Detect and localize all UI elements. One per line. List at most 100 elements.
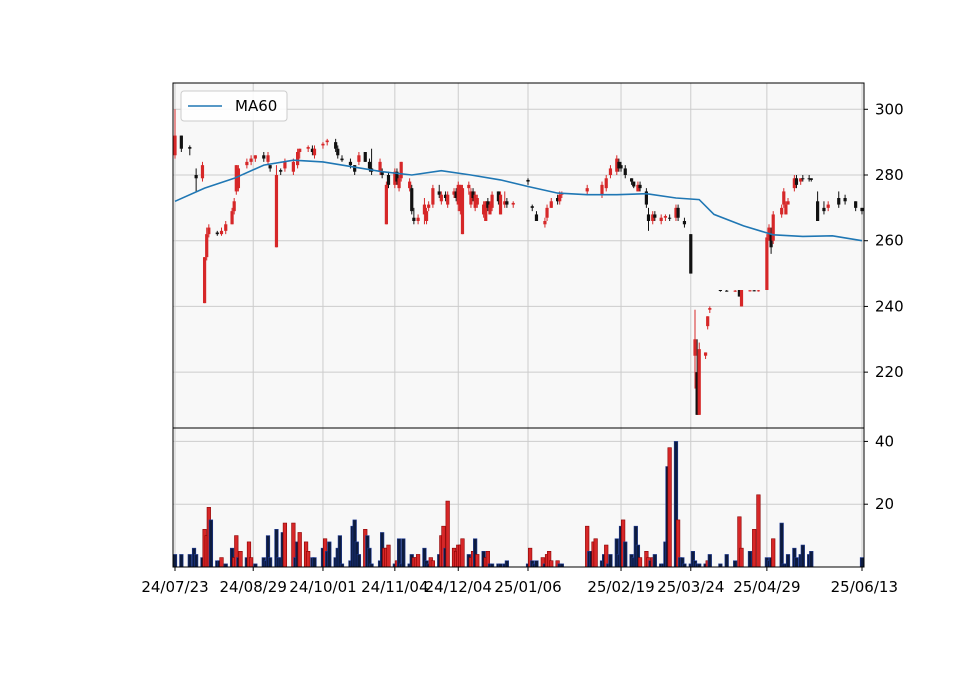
- candle-body: [207, 227, 211, 235]
- candle: [378, 158, 382, 175]
- candle-body: [767, 227, 771, 238]
- candle-body: [629, 178, 634, 182]
- candle-body: [245, 161, 249, 166]
- volume-bar: [667, 447, 672, 568]
- candle: [674, 204, 678, 221]
- volume-bar: [475, 554, 480, 568]
- candle: [179, 135, 183, 152]
- price-grid: [173, 83, 864, 428]
- candle-body: [378, 161, 382, 172]
- candle-body: [693, 339, 697, 356]
- candle: [843, 194, 847, 205]
- candle: [408, 178, 412, 192]
- price-ytick-label: 220: [875, 363, 904, 381]
- candle: [460, 184, 465, 235]
- candle-body: [860, 207, 864, 212]
- candle-body: [424, 211, 429, 221]
- candle: [801, 175, 805, 182]
- candle-body: [644, 191, 648, 205]
- candle: [357, 152, 361, 166]
- candle-body: [397, 178, 401, 189]
- candle: [496, 191, 501, 205]
- candle-body: [752, 290, 756, 292]
- x-tick-label: 25/06/13: [831, 578, 898, 596]
- candle: [467, 181, 471, 195]
- candle: [439, 191, 443, 205]
- candle-body: [794, 178, 799, 185]
- candle: [205, 227, 209, 261]
- candle: [659, 214, 663, 225]
- volume-bar: [779, 522, 784, 568]
- volume-bar: [282, 522, 288, 568]
- candle-body: [703, 352, 708, 356]
- candle-body: [298, 148, 302, 152]
- volume-bar: [785, 554, 791, 568]
- candle: [752, 290, 756, 292]
- candle-body: [380, 171, 384, 175]
- candle: [585, 184, 589, 195]
- candle-body: [469, 191, 473, 205]
- candle: [310, 145, 314, 156]
- candle: [412, 207, 416, 225]
- volume-bar: [800, 544, 805, 568]
- candle: [526, 178, 530, 185]
- candle-body: [636, 184, 640, 192]
- x-tick-label: 24/11/04: [361, 578, 428, 596]
- candle-body: [816, 201, 820, 221]
- x-tick-label: 24/10/01: [289, 578, 356, 596]
- candle: [629, 178, 634, 185]
- candle: [737, 290, 741, 297]
- volume-bar: [297, 532, 302, 568]
- candle: [173, 109, 177, 159]
- candle: [644, 188, 648, 208]
- volume-bar: [327, 541, 332, 568]
- candle: [399, 161, 403, 182]
- candle: [224, 221, 228, 235]
- price-panel-background: [173, 83, 864, 428]
- candle: [443, 191, 448, 202]
- candle: [232, 198, 236, 215]
- candle: [386, 171, 391, 189]
- x-tick-label: 25/04/29: [733, 578, 800, 596]
- candle: [334, 138, 338, 152]
- candle-body: [236, 168, 241, 189]
- volume-bar: [733, 560, 738, 568]
- candle: [615, 155, 619, 175]
- candle-body: [431, 188, 435, 205]
- candle: [200, 161, 205, 182]
- legend-box: [180, 90, 288, 122]
- candle: [638, 181, 642, 192]
- candle: [416, 214, 420, 225]
- candle: [397, 175, 401, 192]
- candle-body: [484, 201, 488, 221]
- candle-body: [837, 198, 841, 205]
- candle: [794, 175, 799, 189]
- candle: [473, 191, 477, 212]
- candle-body: [422, 204, 427, 215]
- candle: [782, 188, 786, 208]
- volume-bar: [504, 560, 509, 568]
- candle: [234, 165, 238, 195]
- candle-body: [179, 135, 183, 149]
- candle-body: [739, 290, 744, 307]
- candle-body: [765, 237, 769, 290]
- candle: [784, 201, 788, 215]
- volume-bar: [747, 551, 753, 568]
- candle: [503, 191, 507, 208]
- candle: [697, 342, 701, 415]
- candle-body: [697, 349, 701, 415]
- candle-body: [194, 175, 198, 179]
- candle: [454, 188, 458, 202]
- x-tick-label: 24/12/04: [425, 578, 492, 596]
- candle: [807, 175, 811, 182]
- candle-body: [399, 161, 403, 179]
- volume-bar: [312, 557, 317, 568]
- volume-bar: [356, 554, 362, 568]
- volume-bar: [238, 551, 243, 568]
- candle-body: [471, 191, 475, 198]
- candle: [452, 188, 456, 198]
- candle: [739, 290, 744, 307]
- candle-body: [615, 158, 619, 172]
- candle-body: [496, 191, 501, 202]
- candle: [488, 201, 492, 215]
